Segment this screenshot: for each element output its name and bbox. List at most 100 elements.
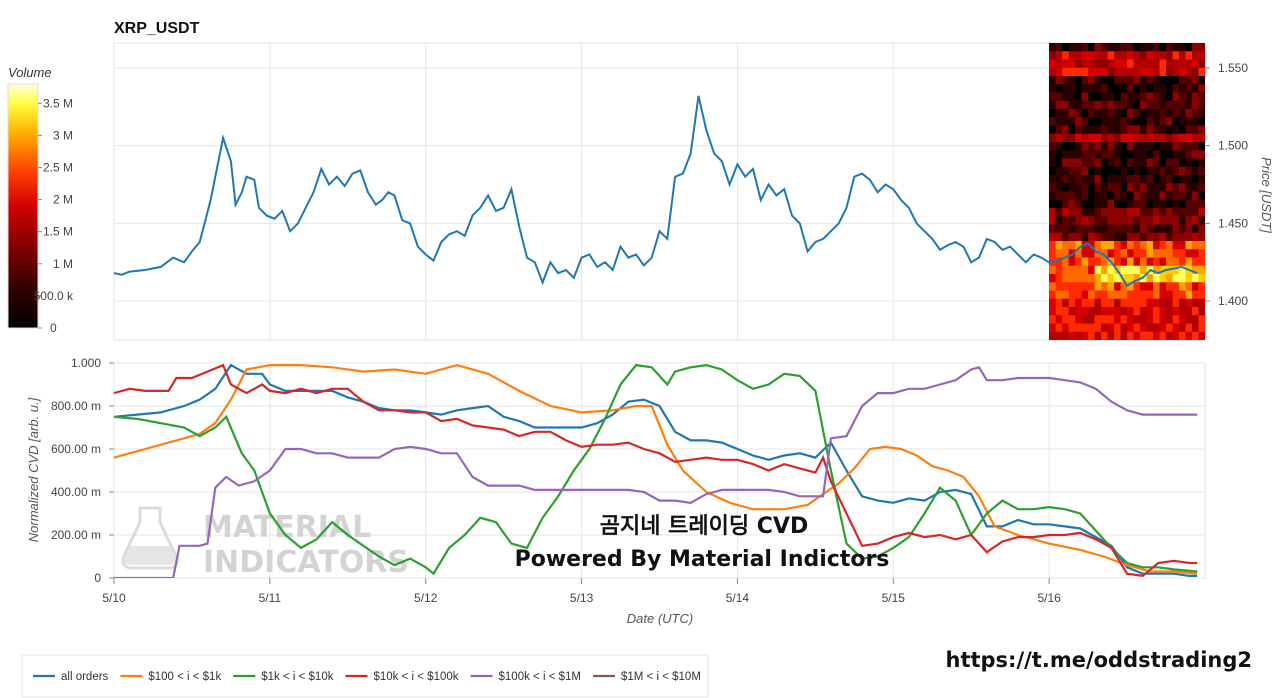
heatmap-cell	[1153, 125, 1161, 135]
heatmap-cell	[1159, 307, 1167, 316]
heatmap-cell	[1075, 199, 1083, 209]
heatmap-cell	[1153, 232, 1161, 242]
heatmap-cell	[1153, 43, 1161, 52]
heatmap-cell	[1094, 199, 1102, 209]
heatmap-cell	[1140, 298, 1148, 308]
heatmap-cell	[1192, 241, 1200, 250]
heatmap-cell	[1081, 208, 1089, 217]
heatmap-cell	[1172, 191, 1180, 201]
heatmap-cell	[1133, 265, 1141, 275]
legend-item[interactable]: $1M < i < $10M	[593, 671, 701, 683]
heatmap-cell	[1166, 117, 1174, 126]
heatmap-cell	[1088, 199, 1096, 209]
heatmap-cell	[1062, 265, 1070, 275]
heatmap-cell	[1068, 76, 1076, 85]
heatmap-cell	[1049, 109, 1057, 118]
heatmap-cell	[1094, 175, 1102, 184]
heatmap-cell	[1088, 166, 1096, 176]
heatmap-cell	[1101, 109, 1109, 118]
heatmap-cell	[1081, 199, 1089, 209]
heatmap-cell	[1101, 183, 1109, 192]
chart-title: XRP_USDT	[114, 20, 200, 37]
heatmap-cell	[1075, 307, 1083, 316]
heatmap-cell	[1179, 191, 1187, 201]
heatmap-cell	[1094, 265, 1102, 275]
heatmap-cell	[1179, 232, 1187, 242]
heatmap-cell	[1133, 315, 1141, 324]
heatmap-cell	[1179, 183, 1187, 192]
heatmap-cell	[1198, 208, 1205, 217]
heatmap-cell	[1127, 59, 1135, 69]
legend-label: $1M < i < $10M	[621, 671, 701, 683]
legend-item[interactable]: $1k < i < $10k	[233, 671, 334, 683]
heatmap-cell	[1107, 51, 1115, 60]
heatmap-cell	[1088, 133, 1096, 143]
heatmap-cell	[1159, 323, 1167, 333]
heatmap-cell	[1185, 274, 1193, 283]
heatmap-cell	[1062, 216, 1070, 225]
heatmap-cell	[1062, 257, 1070, 267]
heatmap-cell	[1179, 249, 1187, 258]
heatmap-cell	[1172, 100, 1180, 110]
legend-item[interactable]: all orders	[33, 671, 109, 683]
heatmap-cell	[1192, 43, 1200, 52]
heatmap-cell	[1101, 142, 1109, 151]
heatmap-cell	[1185, 331, 1193, 340]
heatmap-cell	[1146, 125, 1154, 135]
heatmap-cell	[1062, 331, 1070, 340]
heatmap-cell	[1179, 142, 1187, 151]
heatmap-cell	[1094, 216, 1102, 225]
heatmap-cell	[1088, 265, 1096, 275]
heatmap-cell	[1055, 125, 1063, 135]
heatmap-cell	[1159, 166, 1167, 176]
heatmap-cell	[1153, 117, 1161, 126]
heatmap-cell	[1133, 323, 1141, 333]
heatmap-cell	[1133, 133, 1141, 143]
heatmap-cell	[1107, 84, 1115, 93]
legend-item[interactable]: $10k < i < $100k	[345, 671, 459, 683]
heatmap-cell	[1062, 117, 1070, 126]
heatmap-cell	[1068, 166, 1076, 176]
heatmap-cell	[1166, 199, 1174, 209]
telegram-link[interactable]: https://t.me/oddstrading2	[946, 648, 1253, 672]
heatmap-cell	[1088, 125, 1096, 135]
heatmap-cell	[1068, 109, 1076, 118]
heatmap-cell	[1153, 315, 1161, 324]
x-tick-label: 5/11	[259, 591, 282, 605]
heatmap-cell	[1185, 76, 1193, 85]
heatmap-cell	[1192, 84, 1200, 93]
x-tick-label: 5/14	[726, 591, 750, 605]
heatmap-cell	[1198, 84, 1205, 93]
heatmap-cell	[1107, 117, 1115, 126]
heatmap-cell	[1120, 191, 1128, 201]
legend-item[interactable]: $100 < i < $1k	[120, 671, 221, 683]
heatmap-cell	[1153, 199, 1161, 209]
heatmap-cell	[1088, 331, 1096, 340]
heatmap-cell	[1159, 51, 1167, 60]
heatmap-cell	[1140, 67, 1148, 77]
heatmap-cell	[1179, 307, 1187, 316]
heatmap-cell	[1049, 224, 1057, 234]
heatmap-cell	[1081, 166, 1089, 176]
heatmap-cell	[1101, 59, 1109, 69]
heatmap-cell	[1153, 51, 1161, 60]
heatmap-cell	[1198, 199, 1205, 209]
heatmap-cell	[1185, 290, 1193, 300]
heatmap-cell	[1068, 142, 1076, 151]
heatmap-cell	[1075, 241, 1083, 250]
heatmap-cell	[1062, 133, 1070, 143]
heatmap-cell	[1153, 208, 1161, 217]
heatmap-cell	[1088, 51, 1096, 60]
colorbar-tick-label: 3.5 M	[43, 96, 73, 110]
heatmap-cell	[1166, 331, 1174, 340]
heatmap-cell	[1062, 290, 1070, 300]
heatmap-cell	[1153, 183, 1161, 192]
heatmap-cell	[1088, 142, 1096, 151]
heatmap-cell	[1094, 67, 1102, 77]
legend-item[interactable]: $100k < i < $1M	[470, 671, 581, 683]
heatmap-cell	[1101, 298, 1109, 308]
heatmap-cell	[1068, 191, 1076, 201]
heatmap-cell	[1172, 51, 1180, 60]
heatmap-cell	[1127, 117, 1135, 126]
heatmap-cell	[1068, 43, 1076, 52]
